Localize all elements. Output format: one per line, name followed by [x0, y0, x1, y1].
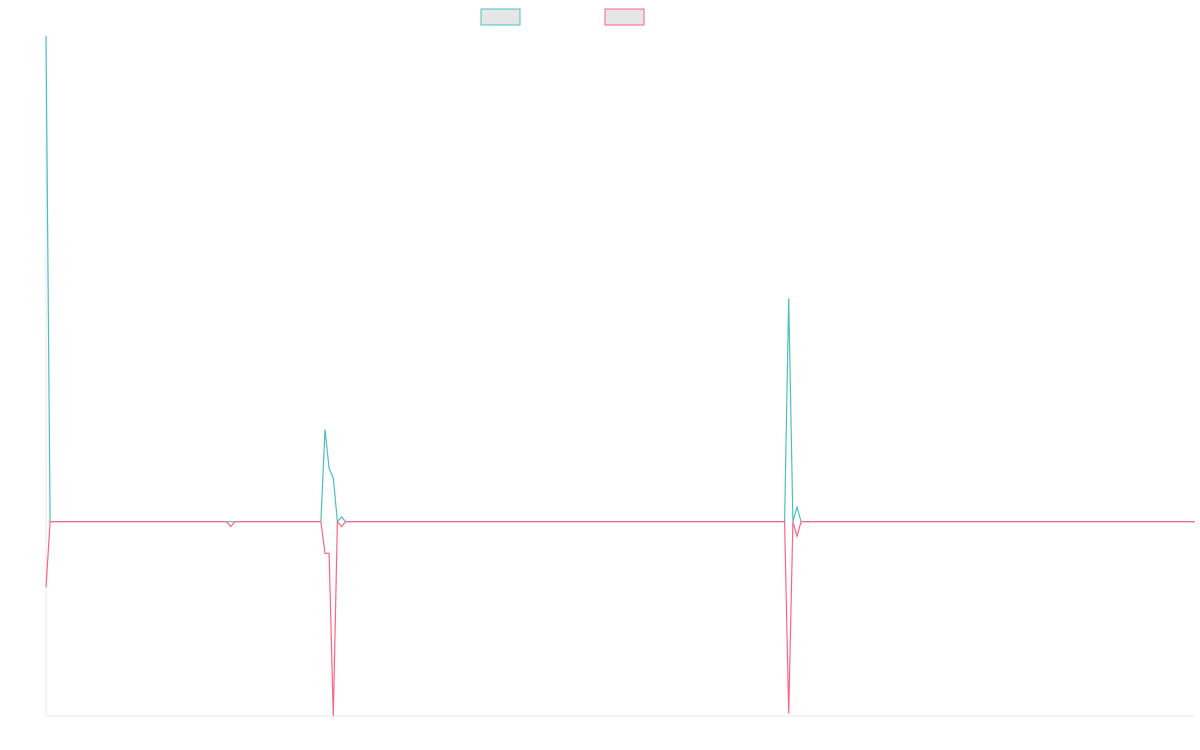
series-line-2 [45, 520, 1195, 717]
series-line-1 [45, 35, 1195, 524]
series-layer [45, 35, 1195, 717]
legend-swatch-2[interactable] [604, 8, 645, 26]
legend-swatch-1[interactable] [480, 8, 521, 26]
legend [480, 8, 645, 26]
